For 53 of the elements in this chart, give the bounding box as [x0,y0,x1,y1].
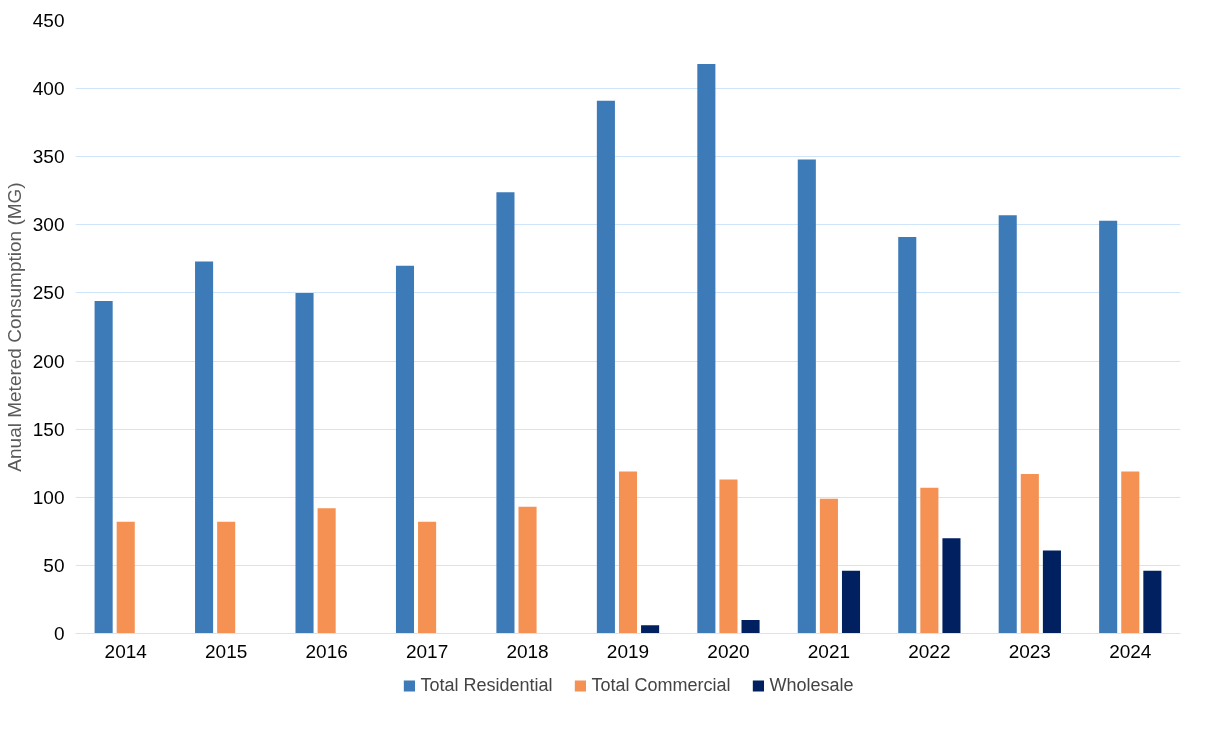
x-tick-label: 2017 [405,640,449,662]
x-tick-label: 2015 [205,640,248,662]
bar [618,471,638,634]
bar [217,521,236,634]
y-tick-label: 150 [32,418,65,440]
bar [195,261,214,634]
y-tick-label: 350 [32,146,65,168]
bar [920,487,939,634]
bar [418,521,437,634]
bar [94,301,113,634]
bar [116,521,135,634]
bar [496,192,515,634]
legend-label: Total Commercial [591,674,731,696]
bar [317,508,336,634]
bar [1121,471,1140,634]
x-tick-label: 2023 [1008,640,1051,662]
bar [797,159,816,634]
x-tick-label: 2018 [506,640,549,662]
x-tick-label: 2014 [104,640,148,662]
y-axis-title: Anual Metered Consumption (MG) [3,182,25,472]
y-tick-label: 50 [43,554,65,576]
y-tick-label: 300 [32,214,65,236]
bar [518,506,537,634]
x-tick-label: 2020 [707,640,750,662]
legend-label: Total Residential [420,674,553,696]
bar [819,498,838,634]
y-tick-label: 100 [32,486,65,508]
bar [1143,570,1162,634]
bar [998,215,1017,634]
bar [596,100,615,634]
x-tick-label: 2016 [305,640,348,662]
bar [295,292,314,634]
bar [1042,550,1061,634]
y-tick-label: 0 [53,623,65,644]
x-tick-label: 2021 [807,640,851,662]
x-tick-label: 2024 [1109,640,1152,662]
y-tick-label: 200 [32,350,65,372]
bar [841,570,861,634]
bar [898,237,917,634]
bar [395,265,415,634]
bar [719,479,738,634]
bar [697,64,716,634]
y-tick-label: 450 [32,10,65,31]
x-tick-label: 2022 [908,640,951,662]
bar [942,538,961,634]
bar [1099,220,1118,634]
y-tick-label: 400 [32,78,65,100]
bar [741,619,760,634]
bar [641,625,660,634]
legend-label: Wholesale [769,674,854,696]
x-tick-label: 2019 [606,640,650,662]
y-tick-label: 250 [32,282,65,304]
bar [1020,474,1039,634]
